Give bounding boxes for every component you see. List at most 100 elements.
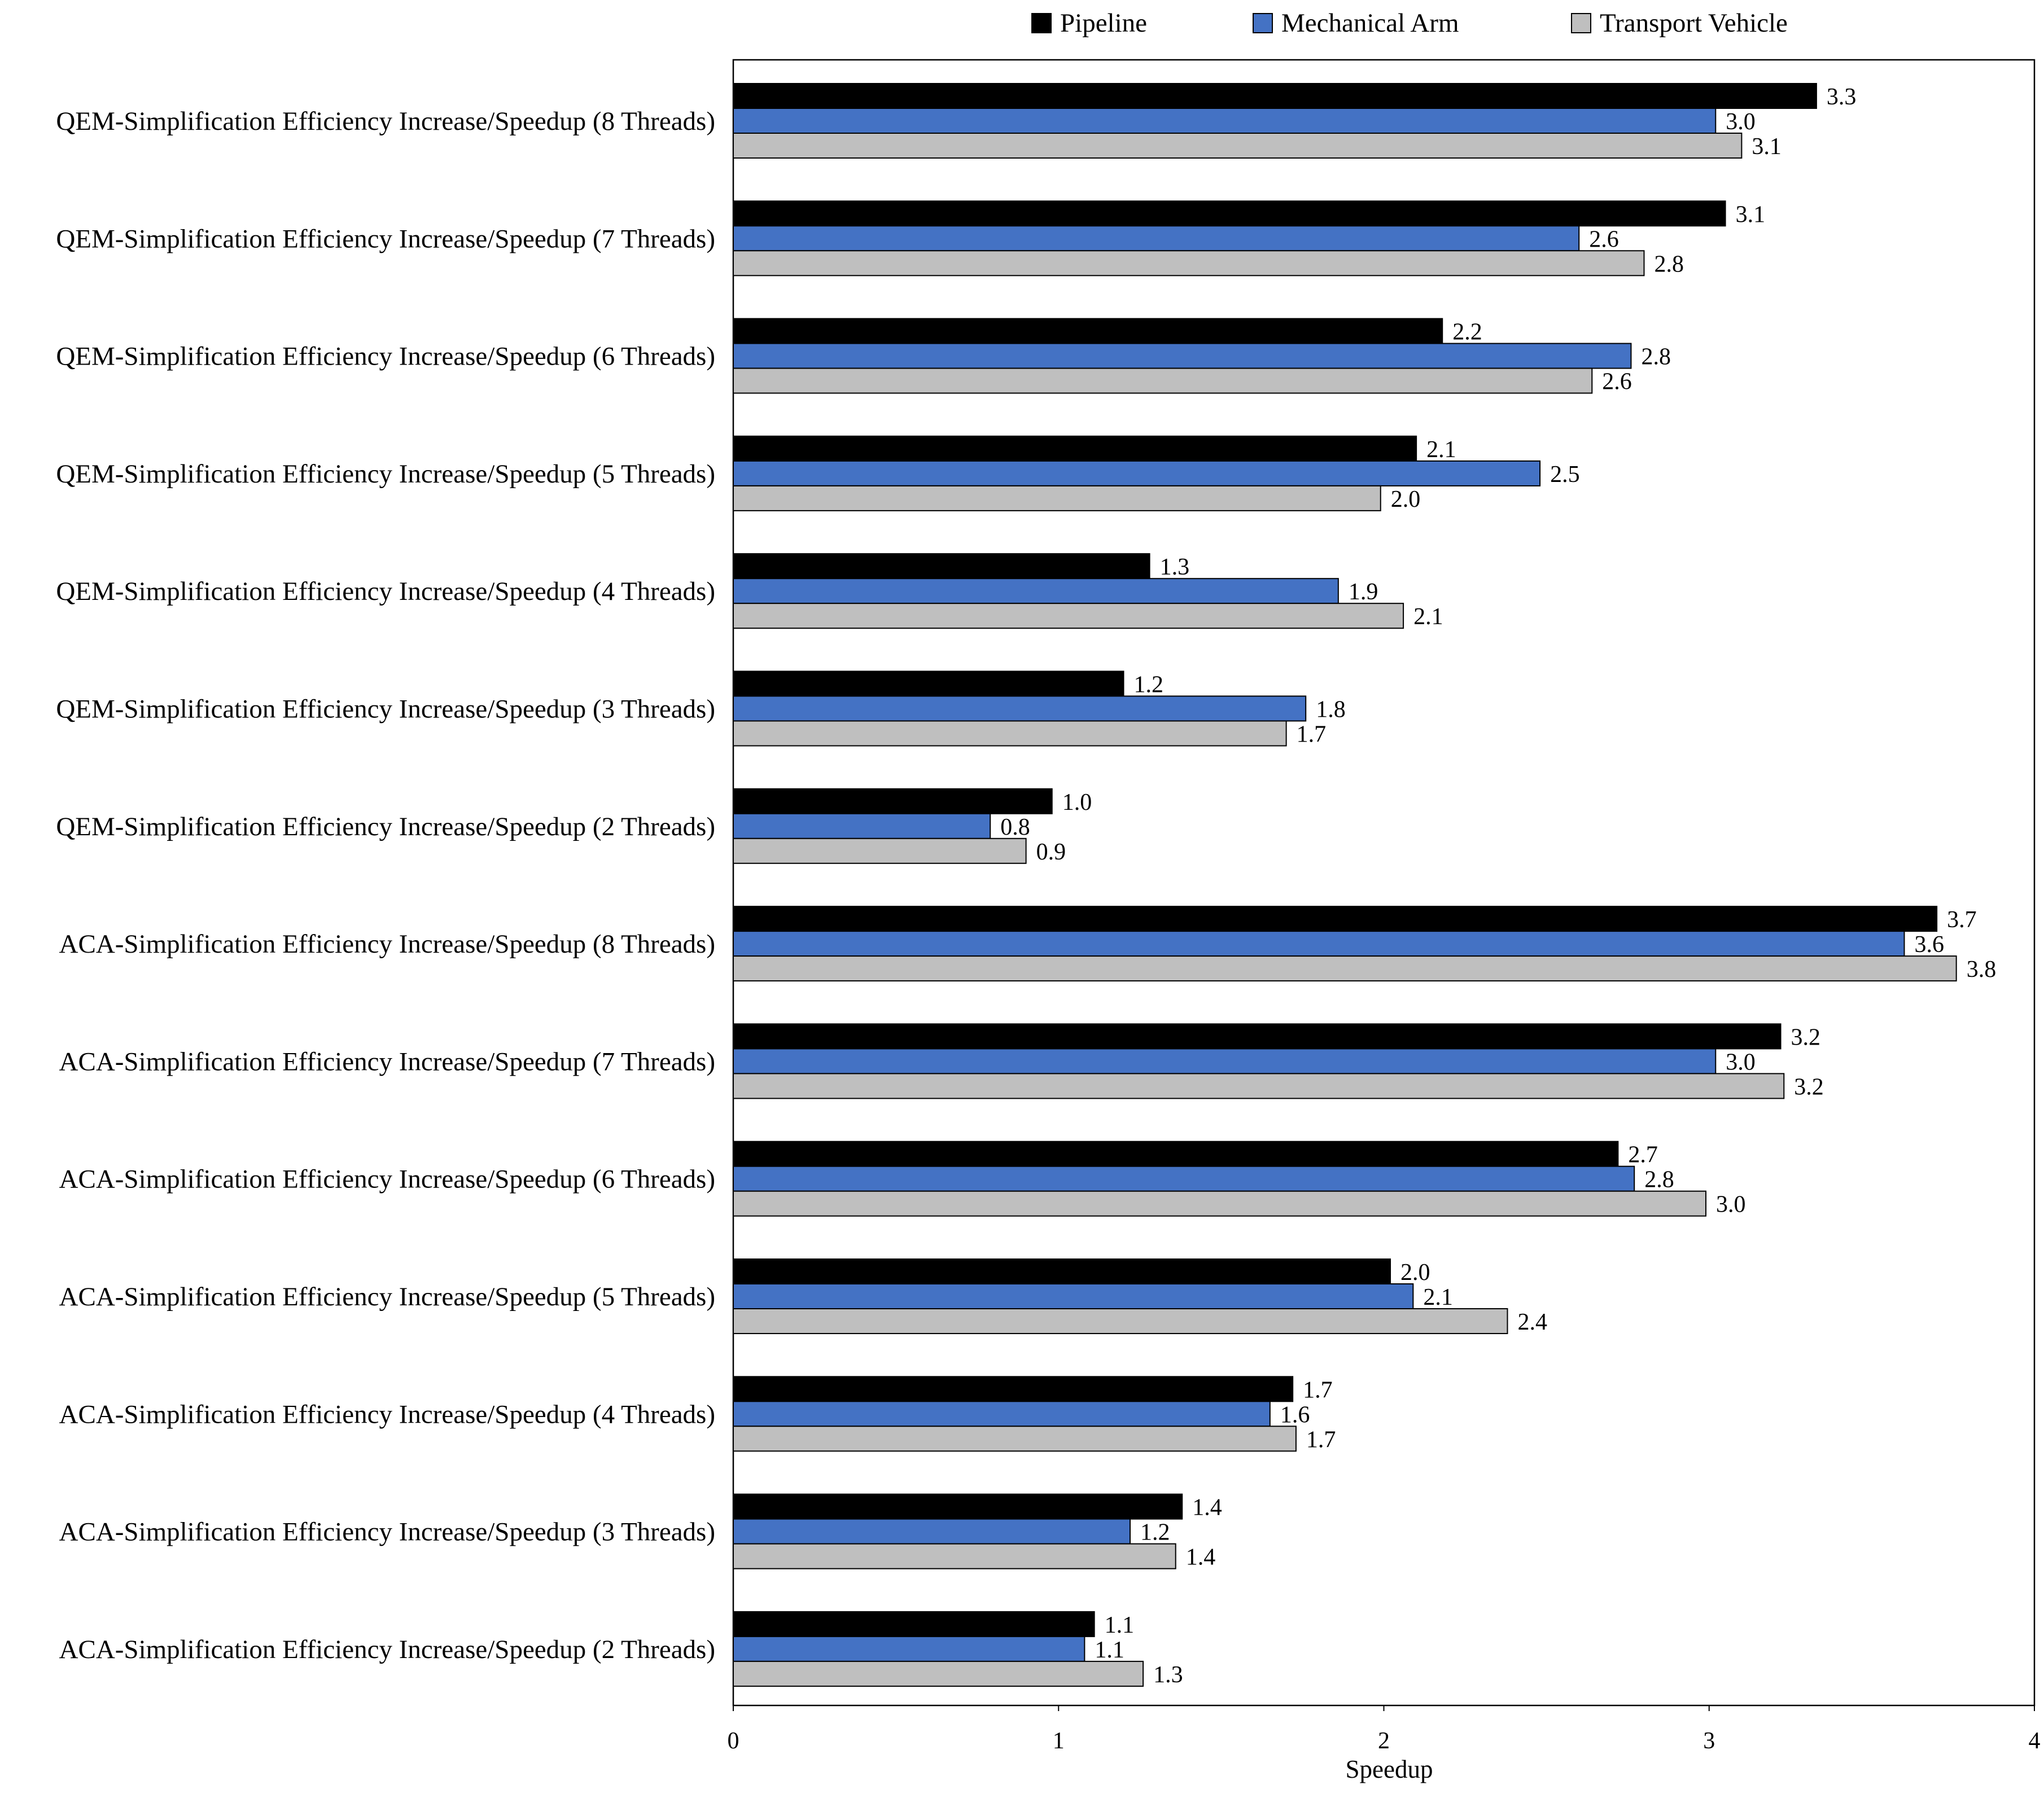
x-tick-label: 1 bbox=[1053, 1728, 1065, 1754]
bar-pipeline bbox=[733, 1493, 1183, 1520]
bar-transport-vehicle bbox=[733, 1190, 1706, 1217]
value-label: 3.1 bbox=[1736, 201, 1766, 227]
legend-swatch-pipeline bbox=[1031, 13, 1052, 33]
bar-mechanical-arm bbox=[733, 343, 1632, 369]
category-label: QEM-Simplification Efficiency Increase/S… bbox=[56, 342, 715, 371]
bar-transport-vehicle bbox=[733, 1543, 1176, 1569]
value-label: 1.8 bbox=[1316, 697, 1346, 723]
bar-pipeline bbox=[733, 435, 1417, 462]
value-label: 3.0 bbox=[1726, 109, 1756, 135]
value-label: 3.7 bbox=[1947, 907, 1977, 933]
legend-label-mechanical-arm: Mechanical Arm bbox=[1281, 8, 1459, 38]
bar-pipeline bbox=[733, 788, 1053, 814]
category-labels: QEM-Simplification Efficiency Increase/S… bbox=[56, 107, 715, 1664]
bar-pipeline bbox=[733, 553, 1150, 580]
category-label: ACA-Simplification Efficiency Increase/S… bbox=[59, 1518, 715, 1547]
bar-transport-vehicle bbox=[733, 1426, 1297, 1452]
bar-pipeline bbox=[733, 1023, 1782, 1050]
bar-mechanical-arm bbox=[733, 1283, 1414, 1309]
category-label: ACA-Simplification Efficiency Increase/S… bbox=[59, 1400, 715, 1429]
value-label: 2.8 bbox=[1641, 344, 1671, 370]
value-label: 2.6 bbox=[1589, 226, 1619, 252]
value-label: 2.5 bbox=[1550, 462, 1580, 488]
value-label: 2.8 bbox=[1655, 251, 1684, 277]
plot-frame bbox=[732, 59, 2036, 1707]
category-label: QEM-Simplification Efficiency Increase/S… bbox=[56, 812, 715, 841]
bar-pipeline bbox=[733, 318, 1443, 344]
bar-mechanical-arm bbox=[733, 931, 1905, 957]
category-label: QEM-Simplification Efficiency Increase/S… bbox=[56, 107, 715, 136]
bar-pipeline bbox=[733, 1258, 1391, 1284]
bar-mechanical-arm bbox=[733, 1401, 1271, 1427]
bar-mechanical-arm bbox=[733, 813, 991, 839]
x-tick-label: 2 bbox=[1378, 1728, 1390, 1754]
value-label: 1.4 bbox=[1186, 1545, 1216, 1571]
bar-transport-vehicle bbox=[733, 1660, 1144, 1687]
bar-mechanical-arm bbox=[733, 695, 1307, 722]
value-label: 0.9 bbox=[1036, 839, 1066, 865]
value-label: 2.0 bbox=[1391, 486, 1421, 512]
bar-pipeline bbox=[733, 906, 1938, 932]
value-label: 2.8 bbox=[1644, 1167, 1674, 1193]
category-label: QEM-Simplification Efficiency Increase/S… bbox=[56, 459, 715, 489]
value-label: 2.4 bbox=[1517, 1309, 1547, 1335]
category-label: ACA-Simplification Efficiency Increase/S… bbox=[59, 1165, 715, 1194]
legend-label-pipeline: Pipeline bbox=[1060, 8, 1147, 38]
category-label: ACA-Simplification Efficiency Increase/S… bbox=[59, 929, 715, 959]
x-tick-label: 3 bbox=[1703, 1728, 1715, 1754]
legend: Pipeline Mechanical Arm Transport Vehicle bbox=[1031, 8, 1788, 38]
bar-transport-vehicle bbox=[733, 955, 1957, 982]
x-axis-title: Speedup bbox=[1346, 1755, 1433, 1783]
value-label: 3.1 bbox=[1752, 134, 1782, 160]
value-label: 1.2 bbox=[1140, 1520, 1170, 1546]
bar-pipeline bbox=[733, 83, 1817, 109]
value-label: 3.2 bbox=[1791, 1024, 1821, 1050]
value-label: 2.7 bbox=[1628, 1142, 1658, 1168]
value-label: 3.8 bbox=[1967, 957, 1997, 983]
value-label: 2.1 bbox=[1426, 437, 1456, 463]
legend-label-transport-vehicle: Transport Vehicle bbox=[1600, 8, 1788, 38]
category-label: QEM-Simplification Efficiency Increase/S… bbox=[56, 577, 715, 606]
value-labels: 3.3 3.1 2.2 2.1 1.3 1.2 1.0 3.7 3.2 2.7 2.0 1.7 1.4 1… bbox=[1000, 84, 1996, 1688]
bar-mechanical-arm bbox=[733, 1048, 1717, 1075]
bar-pipeline bbox=[733, 200, 1726, 227]
bar-mechanical-arm bbox=[733, 1518, 1131, 1545]
value-label: 1.3 bbox=[1153, 1662, 1183, 1688]
x-tick-label: 0 bbox=[728, 1728, 739, 1754]
value-label: 2.6 bbox=[1602, 369, 1632, 395]
bar-mechanical-arm bbox=[733, 225, 1580, 252]
value-label: 3.0 bbox=[1716, 1192, 1746, 1218]
value-label: 2.1 bbox=[1413, 604, 1443, 630]
bar-mechanical-arm bbox=[733, 460, 1541, 486]
value-label: 0.8 bbox=[1000, 814, 1030, 840]
bar-transport-vehicle bbox=[733, 837, 1027, 864]
bar-mechanical-arm bbox=[733, 1635, 1086, 1662]
bar-mechanical-arm bbox=[733, 578, 1339, 604]
value-label: 1.2 bbox=[1134, 672, 1164, 698]
value-label: 1.6 bbox=[1280, 1402, 1310, 1428]
legend-swatch-transport-vehicle bbox=[1571, 13, 1591, 33]
value-label: 2.0 bbox=[1400, 1260, 1430, 1286]
bar-transport-vehicle bbox=[733, 603, 1404, 629]
bar-mechanical-arm bbox=[733, 108, 1717, 134]
bar-transport-vehicle bbox=[733, 720, 1287, 747]
bar-transport-vehicle bbox=[733, 133, 1743, 159]
legend-swatch-mechanical-arm bbox=[1253, 13, 1273, 33]
category-label: ACA-Simplification Efficiency Increase/S… bbox=[59, 1282, 715, 1312]
x-tick-label: 4 bbox=[2029, 1728, 2041, 1754]
value-label: 1.1 bbox=[1105, 1612, 1135, 1638]
bar-pipeline bbox=[733, 670, 1124, 697]
bar-transport-vehicle bbox=[733, 1308, 1508, 1334]
bar-pipeline bbox=[733, 1376, 1294, 1402]
value-label: 1.0 bbox=[1062, 790, 1092, 815]
value-label: 1.9 bbox=[1349, 579, 1378, 605]
value-label: 1.1 bbox=[1095, 1637, 1124, 1663]
bar-transport-vehicle bbox=[733, 1073, 1785, 1099]
x-axis-ticks: 0 1 2 3 4 bbox=[728, 1705, 2041, 1754]
bars bbox=[733, 83, 1957, 1687]
bar-pipeline bbox=[733, 1141, 1619, 1167]
category-label: ACA-Simplification Efficiency Increase/S… bbox=[59, 1047, 715, 1076]
bar-transport-vehicle bbox=[733, 250, 1645, 277]
